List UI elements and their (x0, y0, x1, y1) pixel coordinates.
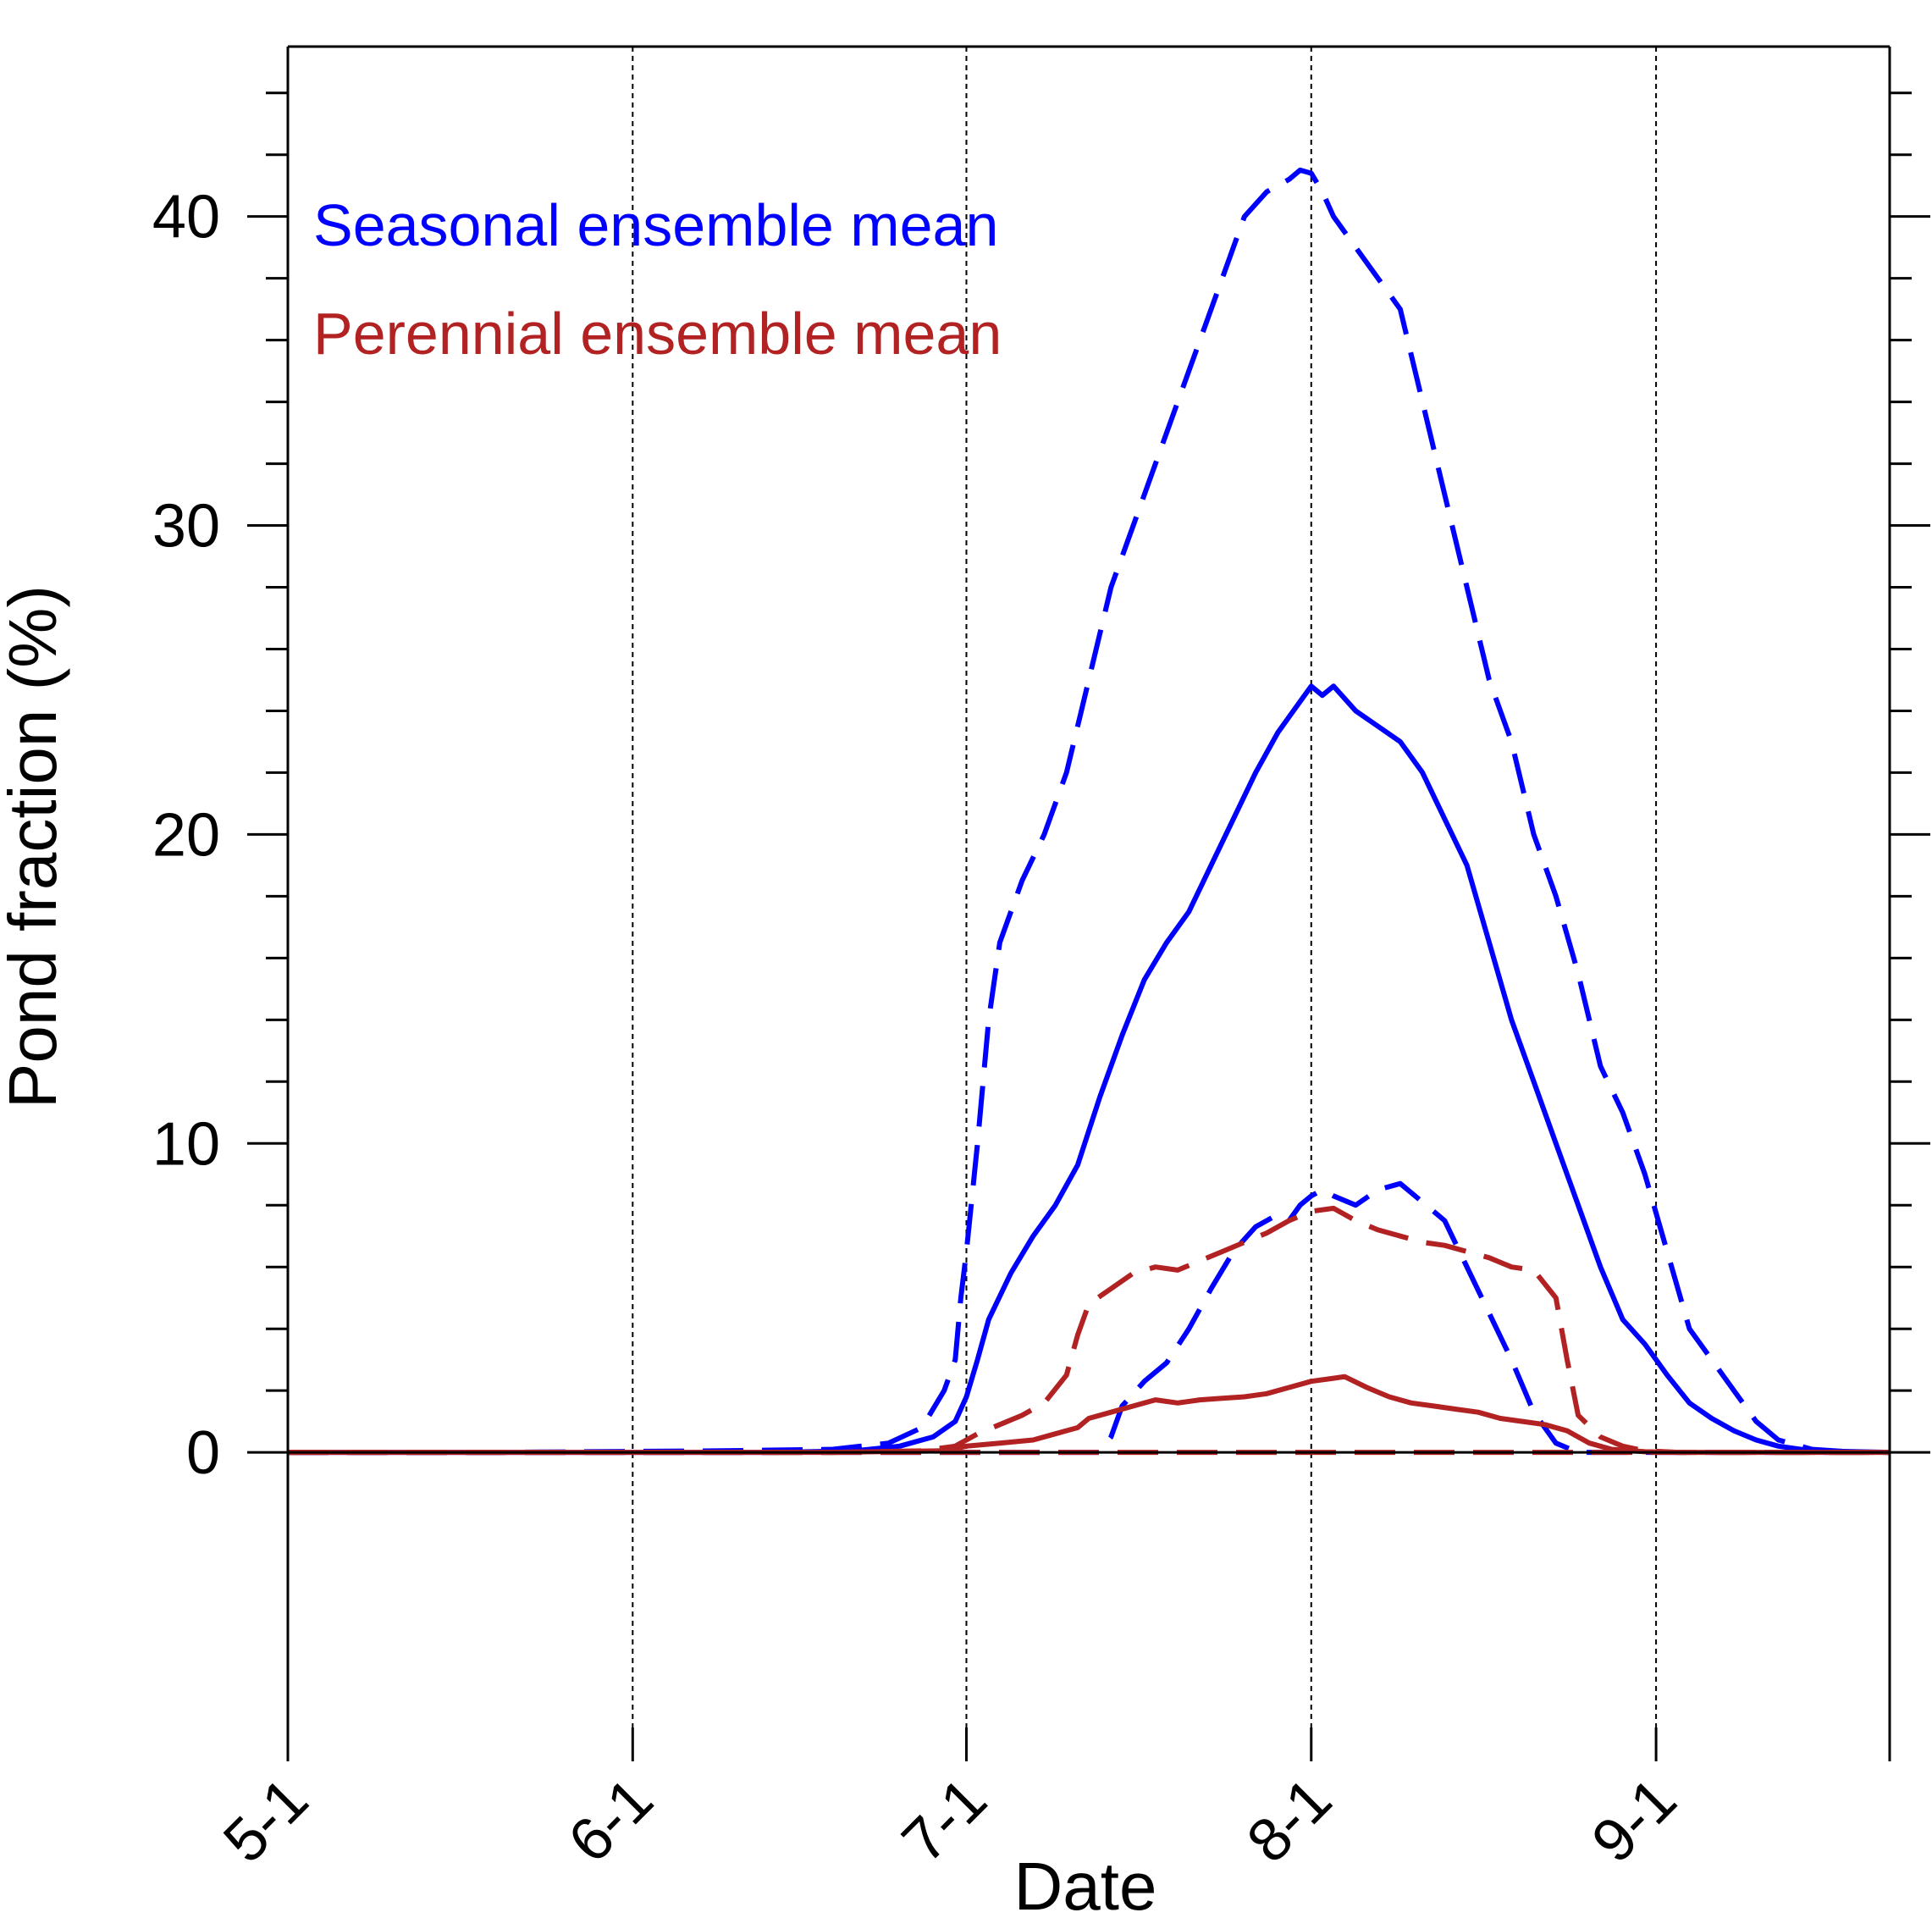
series-line-0 (288, 167, 1857, 1456)
legend-perennial: Perennial ensemble mean (313, 301, 1002, 367)
y-tick-label-3: 30 (152, 493, 220, 561)
y-axis-title: Pond fraction (%) (0, 585, 70, 1108)
legend-seasonal: Seasonal ensemble mean (313, 192, 998, 258)
series-line-1 (288, 683, 1891, 1456)
legend: Seasonal ensemble mean Perennial ensembl… (313, 192, 1002, 367)
series-line-4 (288, 1374, 1890, 1456)
x-tick-label-2: 7-1 (890, 1766, 1000, 1876)
x-tick-label-0: 5-1 (211, 1766, 321, 1876)
y-tick-label-2: 20 (152, 801, 220, 869)
x-tick-label-1: 6-1 (555, 1766, 665, 1876)
y-tick-label-0: 0 (186, 1419, 220, 1487)
x-axis-title: Date (1014, 1849, 1157, 1918)
y-tick-label-4: 40 (152, 184, 220, 251)
x-tick-label-4: 9-1 (1579, 1766, 1689, 1876)
x-tick-label-3: 8-1 (1234, 1766, 1344, 1876)
series-line-2 (288, 1180, 1890, 1456)
y-tick-label-1: 10 (152, 1110, 220, 1178)
series-line-3 (288, 1205, 1890, 1456)
